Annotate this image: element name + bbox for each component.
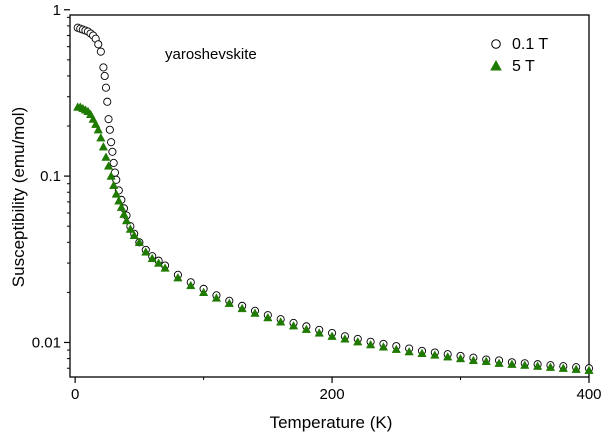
y-tick-label: 1 <box>53 2 61 19</box>
legend-marker-circle <box>491 39 501 49</box>
plot-area <box>69 14 594 378</box>
data-point-triangle <box>91 119 101 128</box>
y-axis-title: Susceptibility (emu/mol) <box>9 107 28 287</box>
legend-label: 0.1 T <box>512 36 548 53</box>
data-point-triangle <box>455 353 466 363</box>
series-1 <box>73 23 594 373</box>
data-point-circle <box>100 71 109 81</box>
legend: 0.1 T 5 T <box>490 36 548 75</box>
data-point-circle <box>96 47 105 56</box>
data-point-triangle <box>378 342 389 351</box>
data-point-triangle <box>93 125 103 134</box>
data-point-circle <box>107 138 116 147</box>
data-point-triangle <box>404 346 414 356</box>
x-axis-title: Temperature (K) <box>270 413 393 432</box>
data-point-triangle <box>141 247 151 256</box>
data-point-triangle <box>198 287 209 296</box>
data-point-triangle <box>314 328 324 337</box>
y-tick-label: 0.1 <box>40 168 61 185</box>
data-point-triangle <box>545 362 556 371</box>
data-point-triangle <box>160 263 170 272</box>
x-tick-label: 200 <box>320 386 345 403</box>
data-point-triangle <box>98 142 109 151</box>
data-point-triangle <box>114 196 124 205</box>
data-point-triangle <box>288 321 299 330</box>
data-point-circle <box>101 83 111 92</box>
data-point-circle <box>108 147 117 156</box>
data-point-triangle <box>134 237 144 246</box>
data-point-triangle <box>443 352 453 361</box>
data-point-circle <box>103 97 112 106</box>
data-point-triangle <box>147 253 157 263</box>
data-point-triangle <box>263 312 273 322</box>
data-point-triangle <box>109 180 119 189</box>
data-point-triangle <box>327 331 337 340</box>
data-point-triangle <box>224 298 234 307</box>
data-point-triangle <box>571 364 581 373</box>
data-point-triangle <box>520 360 530 369</box>
series-2 <box>73 102 594 374</box>
data-point-triangle <box>584 365 594 374</box>
data-point-triangle <box>365 339 376 349</box>
data-point-triangle <box>276 317 286 326</box>
data-point-triangle <box>129 230 139 240</box>
data-point-circle <box>104 115 113 124</box>
data-point-triangle <box>119 209 129 218</box>
annotation-label: yaroshevskite <box>165 46 257 63</box>
data-point-triangle <box>237 303 247 313</box>
data-point-triangle <box>186 280 196 290</box>
data-point-triangle <box>391 344 401 353</box>
legend-marker-triangle <box>490 59 502 71</box>
data-point-triangle <box>507 359 517 368</box>
data-point-triangle <box>154 258 164 267</box>
data-point-triangle <box>211 293 222 302</box>
data-point-triangle <box>250 308 260 317</box>
data-point-triangle <box>173 273 183 282</box>
x-tick-label: 400 <box>576 386 601 403</box>
data-point-triangle <box>468 355 479 365</box>
data-point-triangle <box>558 363 568 372</box>
data-point-triangle <box>101 152 111 161</box>
y-tick-label: 0.01 <box>32 334 61 351</box>
data-point-triangle <box>481 356 491 365</box>
legend-label: 5 T <box>512 58 535 75</box>
data-point-triangle <box>106 171 116 180</box>
data-point-triangle <box>301 324 312 333</box>
data-point-circle <box>99 63 108 72</box>
data-point-triangle <box>532 361 543 370</box>
data-point-triangle <box>430 350 440 359</box>
plot-frame <box>69 14 590 378</box>
data-point-triangle <box>111 189 121 198</box>
axis-ticks: 0 200 400 0.01 0.1 1 <box>32 2 602 403</box>
data-point-triangle <box>116 202 127 211</box>
data-point-triangle <box>103 161 114 170</box>
data-point-triangle <box>96 133 106 142</box>
x-tick-label: 0 <box>71 386 79 403</box>
data-point-triangle <box>340 334 350 343</box>
data-point-triangle <box>121 215 132 225</box>
data-point-circle <box>109 158 118 167</box>
data-point-triangle <box>125 224 136 233</box>
data-point-triangle <box>494 358 504 367</box>
data-point-circle <box>105 125 114 134</box>
data-point-circle <box>94 40 103 49</box>
data-point-triangle <box>417 348 427 357</box>
data-point-triangle <box>353 337 363 346</box>
